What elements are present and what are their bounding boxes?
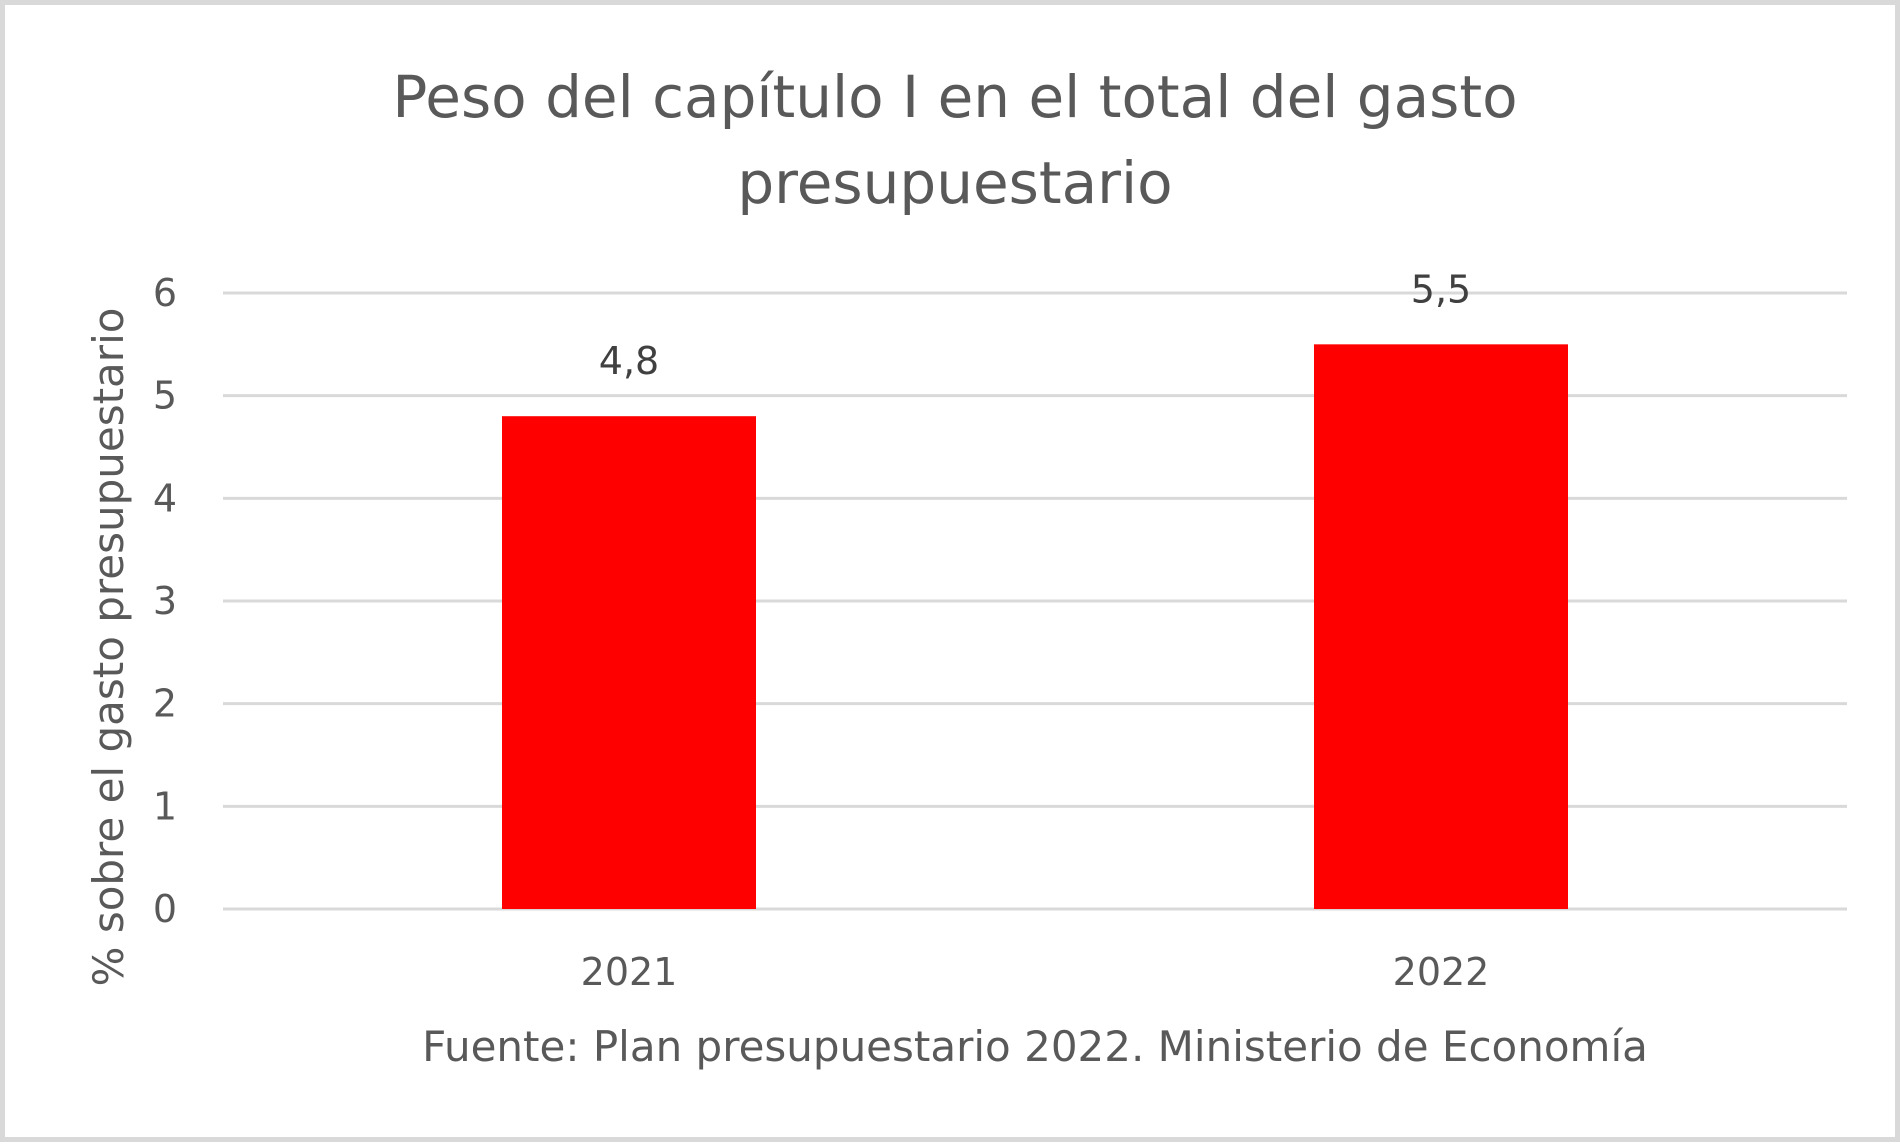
gridlines [223,291,1847,911]
bar-chart: Peso del capítulo I en el total del gast… [84,63,1847,1071]
data-label-2021: 4,8 [599,339,659,383]
data-label-2022: 5,5 [1411,267,1471,311]
data-labels: 4,8 5,5 [599,267,1471,383]
source-note: Fuente: Plan presupuestario 2022. Minist… [422,1022,1648,1071]
y-axis-ticks: 0 1 2 3 4 5 6 [153,271,177,931]
y-tick-label-0: 0 [153,887,177,931]
y-tick-label-1: 1 [153,784,177,828]
y-tick-label-5: 5 [153,374,177,418]
y-tick-label-3: 3 [153,579,177,623]
chart-title-line-1: Peso del capítulo I en el total del gast… [392,63,1517,131]
x-tick-label-2022: 2022 [1393,950,1490,994]
bar-2021 [502,416,756,909]
y-tick-label-4: 4 [153,476,177,520]
x-tick-label-2021: 2021 [581,950,678,994]
chart-title-line-2: presupuestario [737,149,1172,217]
x-axis-ticks: 2021 2022 [581,950,1490,994]
bar-2022 [1314,344,1568,909]
bars [502,344,1568,909]
y-axis-title: % sobre el gasto presupuestario [84,308,133,987]
y-tick-label-6: 6 [153,271,177,315]
y-tick-label-2: 2 [153,682,177,726]
